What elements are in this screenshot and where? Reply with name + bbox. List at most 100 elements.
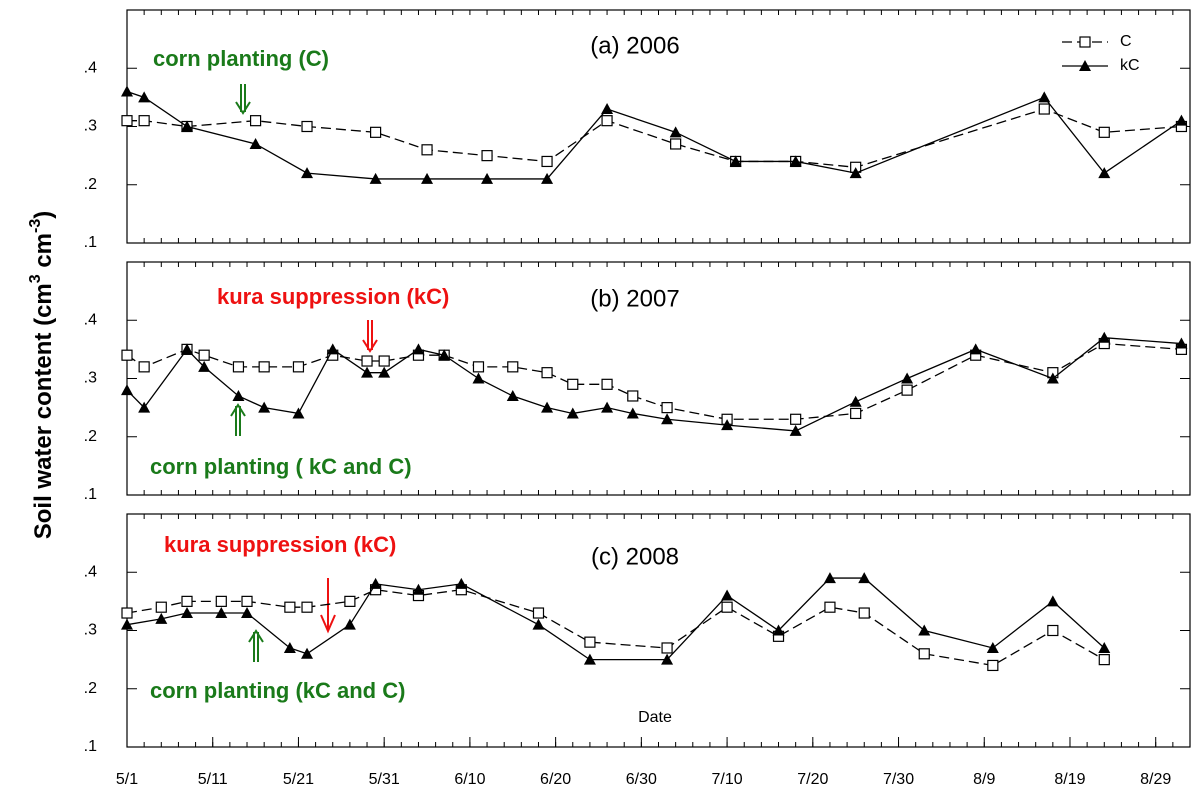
- marker: [258, 401, 271, 413]
- marker: [541, 367, 553, 379]
- panel-title: (c) 2008: [591, 543, 679, 570]
- marker: [370, 126, 382, 138]
- annotation-arrow: [248, 629, 264, 662]
- annotation: corn planting (C): [153, 46, 329, 71]
- series-line: [126, 342, 1182, 420]
- marker: [301, 120, 313, 133]
- marker: [987, 659, 999, 672]
- marker: [455, 577, 468, 589]
- panel-title: (b) 2007: [590, 285, 679, 312]
- marker: [249, 115, 262, 127]
- marker: [121, 349, 133, 361]
- marker: [369, 172, 382, 184]
- marker: [292, 361, 305, 373]
- y-tick-label: .3: [84, 622, 97, 639]
- marker: [566, 407, 579, 419]
- y-tick-label: .2: [84, 428, 97, 445]
- marker: [721, 601, 733, 613]
- marker: [121, 618, 133, 630]
- y-axis-label: Soil water content (cm3 cm-3): [27, 211, 57, 540]
- marker: [1175, 337, 1188, 349]
- marker: [138, 91, 151, 103]
- x-tick-label: 7/30: [883, 771, 914, 788]
- marker: [969, 343, 982, 355]
- y-tick-label: .4: [84, 311, 97, 328]
- marker: [541, 155, 553, 168]
- marker: [241, 607, 254, 619]
- marker: [198, 349, 210, 361]
- marker: [661, 642, 673, 654]
- annotation-arrow: [362, 320, 378, 353]
- marker: [850, 407, 862, 420]
- marker: [729, 155, 742, 167]
- y-tick-label: .1: [84, 234, 97, 251]
- marker: [918, 624, 931, 636]
- marker: [121, 607, 133, 619]
- legend-label: C: [1120, 33, 1132, 50]
- marker: [541, 401, 554, 413]
- series-line: [126, 337, 1182, 432]
- marker: [601, 401, 614, 413]
- y-tick-label: .3: [84, 370, 97, 387]
- legend-marker: [1079, 60, 1091, 71]
- y-label-text: ): [30, 211, 57, 219]
- marker: [378, 355, 390, 367]
- panel-title: (a) 2006: [590, 32, 679, 59]
- marker: [301, 167, 314, 179]
- series-line: [126, 90, 1182, 180]
- x-tick-label: 5/31: [369, 771, 400, 788]
- marker: [669, 126, 682, 138]
- marker: [241, 595, 253, 607]
- marker: [1047, 624, 1059, 637]
- x-tick-label: 6/30: [626, 771, 657, 788]
- y-label-text: Soil water content (cm: [30, 283, 57, 539]
- marker: [249, 137, 262, 149]
- y-tick-label: .4: [84, 59, 97, 76]
- marker: [181, 343, 194, 355]
- annotation: kura suppression (kC): [217, 284, 449, 309]
- x-tick-label: 7/10: [712, 771, 743, 788]
- marker: [790, 413, 802, 425]
- annotation-arrow: [230, 403, 246, 436]
- marker: [661, 413, 674, 425]
- marker: [215, 595, 227, 607]
- x-tick-label: 5/11: [198, 771, 228, 788]
- marker: [721, 589, 734, 601]
- marker: [301, 601, 313, 613]
- x-tick-label: 5/1: [116, 771, 138, 788]
- legend-label: kC: [1120, 57, 1140, 74]
- marker: [601, 103, 614, 115]
- marker: [772, 624, 785, 636]
- series-line: [127, 108, 1182, 168]
- marker: [541, 172, 554, 184]
- marker: [369, 577, 382, 589]
- marker: [155, 612, 168, 624]
- marker: [1098, 167, 1111, 179]
- marker: [789, 424, 802, 436]
- marker: [198, 360, 211, 372]
- series-line: [126, 589, 1105, 667]
- marker: [1038, 91, 1051, 103]
- annotation: corn planting ( kC and C): [150, 454, 412, 479]
- marker: [670, 138, 682, 150]
- marker: [1046, 372, 1059, 384]
- marker: [121, 85, 133, 97]
- y-label-sup: -3: [27, 219, 44, 233]
- marker: [121, 115, 133, 127]
- x-axis-label: Date: [638, 709, 672, 726]
- x-tick-label: 6/10: [454, 771, 485, 788]
- marker: [661, 402, 673, 414]
- y-tick-label: .3: [84, 118, 97, 135]
- marker: [849, 395, 862, 407]
- marker: [481, 172, 494, 184]
- marker: [155, 601, 167, 613]
- x-tick-label: 8/29: [1140, 771, 1171, 788]
- legend-marker: [1079, 36, 1091, 48]
- y-label-sup: 3: [27, 274, 44, 283]
- marker: [1098, 331, 1111, 343]
- marker: [472, 361, 485, 373]
- annotation-arrow: [235, 84, 251, 115]
- marker: [721, 419, 734, 431]
- marker: [326, 343, 339, 355]
- marker: [232, 389, 245, 401]
